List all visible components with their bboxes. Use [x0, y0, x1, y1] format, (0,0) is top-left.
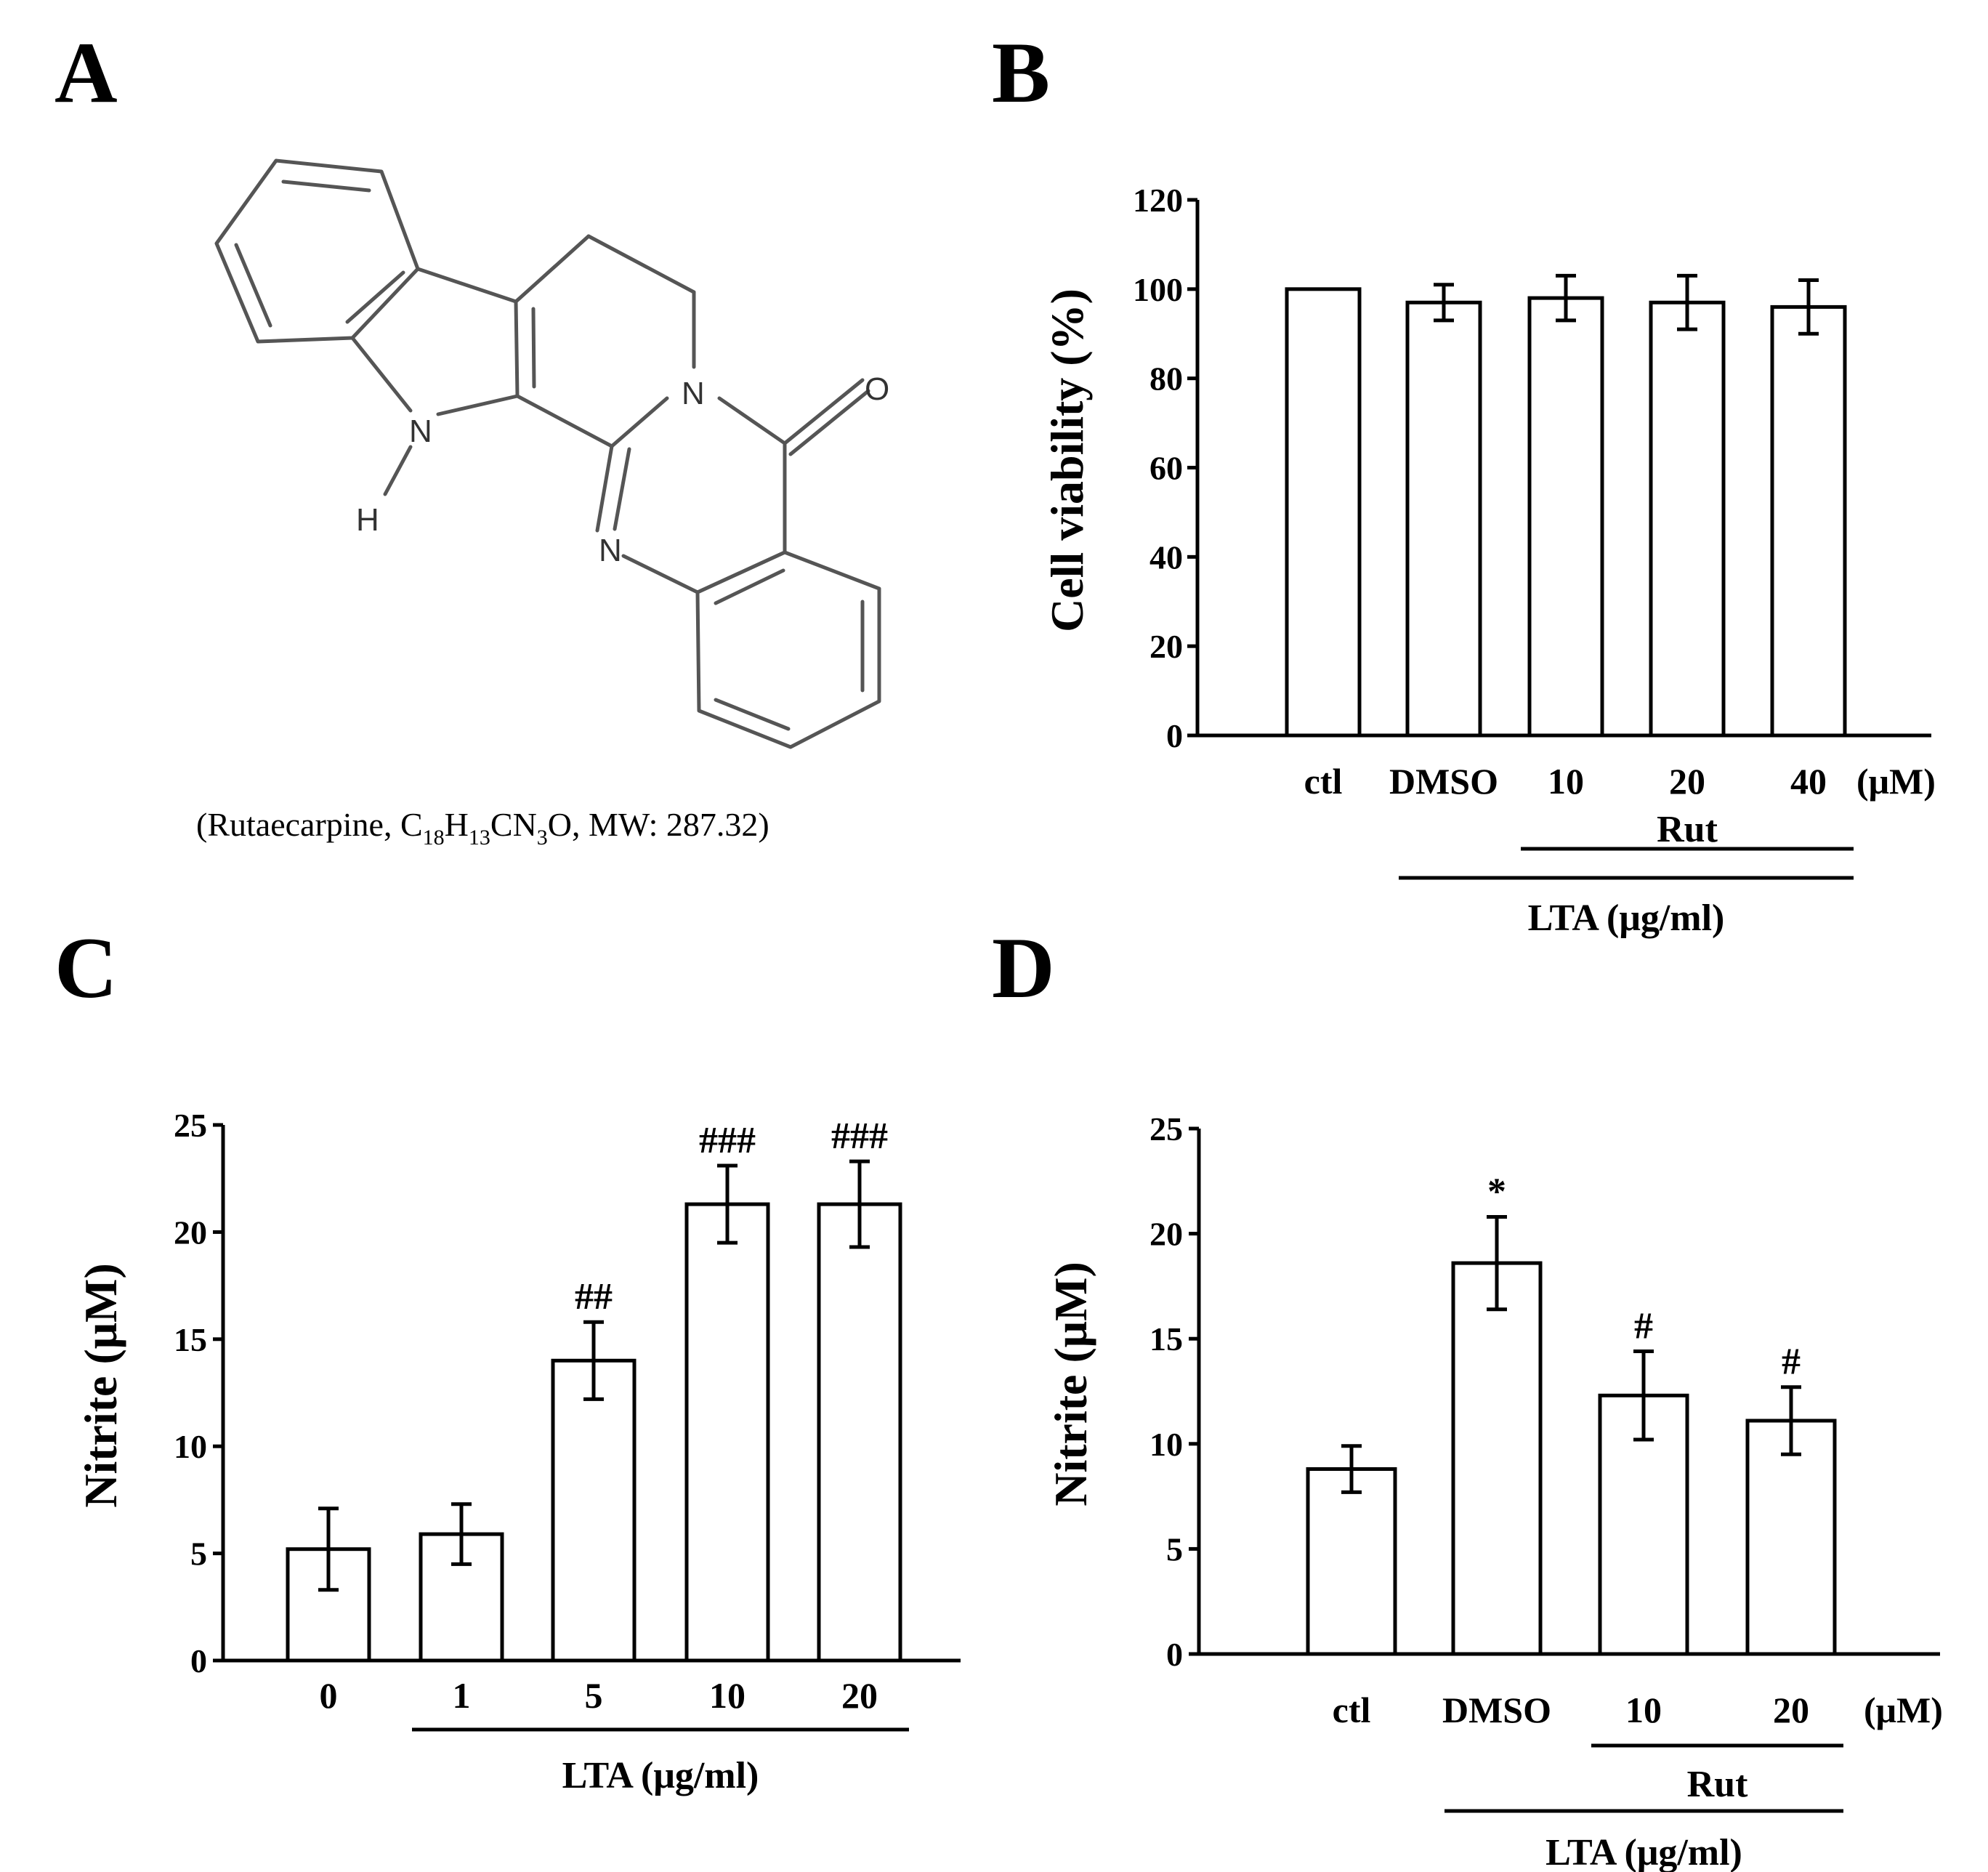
y-tick-label: 0 [1166, 1636, 1183, 1673]
significance-label: # [1634, 1306, 1653, 1347]
bar [817, 1202, 902, 1663]
bar [1306, 1467, 1397, 1656]
panel-c-letter: C [54, 919, 118, 1016]
bar [684, 1202, 770, 1663]
bar [1527, 296, 1604, 738]
atom-hydrogen: H [356, 502, 379, 538]
y-tick-label: 120 [1133, 182, 1183, 219]
chart-d-nitrite-rut: 0 5 10 15 20 25 Nitrite (μM) ctl * DMSO #10 #20 (μM)… [1045, 1110, 1943, 1872]
bar [1405, 300, 1482, 738]
panel-a-letter: A [54, 24, 118, 121]
y-tick-label: 40 [1149, 538, 1183, 576]
significance-label: ### [699, 1120, 756, 1161]
atom-nitrogen-amide: N [682, 376, 705, 411]
y-tick-label: 5 [1166, 1530, 1183, 1568]
y-axis-title: Nitrite (μM) [75, 1263, 126, 1508]
category-label: DMSO [1442, 1690, 1551, 1730]
category-label: ctl [1304, 761, 1343, 802]
category-label: 20 [1773, 1690, 1809, 1730]
y-tick-label: 60 [1149, 450, 1183, 487]
rutaecarpine-structure [214, 158, 881, 749]
y-tick-label: 20 [174, 1214, 207, 1251]
y-tick-label: 15 [1149, 1320, 1183, 1357]
panel-b-letter: B [992, 24, 1050, 121]
bar [1649, 300, 1726, 738]
category-label: 10 [1625, 1690, 1662, 1730]
category-label: 0 [320, 1675, 338, 1716]
bar [1598, 1393, 1689, 1656]
unit-label: (μM) [1864, 1690, 1943, 1730]
bar [551, 1358, 637, 1663]
y-tick-label: 25 [1149, 1110, 1183, 1147]
category-label: DMSO [1389, 761, 1498, 802]
significance-label: # [1782, 1342, 1801, 1383]
bar [1285, 287, 1362, 738]
y-axis-title: Cell viability (%) [1041, 289, 1093, 632]
category-label: 10 [1548, 761, 1584, 802]
category-label: 1 [453, 1675, 471, 1716]
category-label: 20 [841, 1675, 878, 1716]
y-tick-label: 25 [174, 1107, 207, 1144]
category-label: 20 [1669, 761, 1705, 802]
y-tick-label: 80 [1149, 360, 1183, 398]
chart-c-nitrite-dose: 0 5 10 15 20 25 Nitrite (μM) 0 1 ## 5 ### 10 ### 20 LTA… [75, 1107, 961, 1796]
category-label: 10 [709, 1675, 746, 1716]
panel-d-letter: D [992, 919, 1055, 1016]
significance-label: * [1487, 1171, 1506, 1212]
atom-nitrogen-imine: N [599, 533, 622, 568]
unit-label: (μM) [1856, 761, 1936, 802]
y-axis-title: Nitrite (μM) [1045, 1262, 1096, 1506]
y-tick-label: 20 [1149, 1216, 1183, 1253]
category-label: ctl [1333, 1690, 1371, 1730]
group-label: LTA (μg/ml) [1528, 897, 1725, 939]
chart-b-cell-viability: 0 20 40 60 80 100 120 Cell viability (%) ctl DMSO… [1041, 182, 1936, 939]
bar [1745, 1419, 1837, 1656]
group-label: Rut [1657, 809, 1718, 850]
significance-label: ### [831, 1115, 888, 1157]
y-tick-label: 100 [1133, 271, 1183, 308]
y-tick-label: 10 [1149, 1426, 1183, 1463]
y-tick-label: 20 [1149, 628, 1183, 665]
atom-oxygen: O [865, 371, 889, 407]
group-label: LTA (μg/ml) [1545, 1832, 1742, 1872]
atom-nitrogen-indole: N [409, 413, 432, 449]
y-tick-label: 0 [190, 1642, 207, 1679]
category-label: 5 [585, 1675, 603, 1716]
y-tick-label: 10 [174, 1428, 207, 1465]
bar [1451, 1261, 1543, 1656]
y-tick-label: 15 [174, 1321, 207, 1358]
significance-label: ## [575, 1276, 613, 1318]
y-tick-label: 5 [190, 1536, 207, 1573]
group-label: Rut [1687, 1764, 1748, 1805]
category-label: 40 [1790, 761, 1827, 802]
y-tick-label: 0 [1166, 717, 1183, 754]
compound-caption: (Rutaecarpine, C18H13CN3O, MW: 287.32) [196, 806, 769, 850]
group-label: LTA (μg/ml) [562, 1755, 759, 1796]
bar [1770, 304, 1847, 738]
